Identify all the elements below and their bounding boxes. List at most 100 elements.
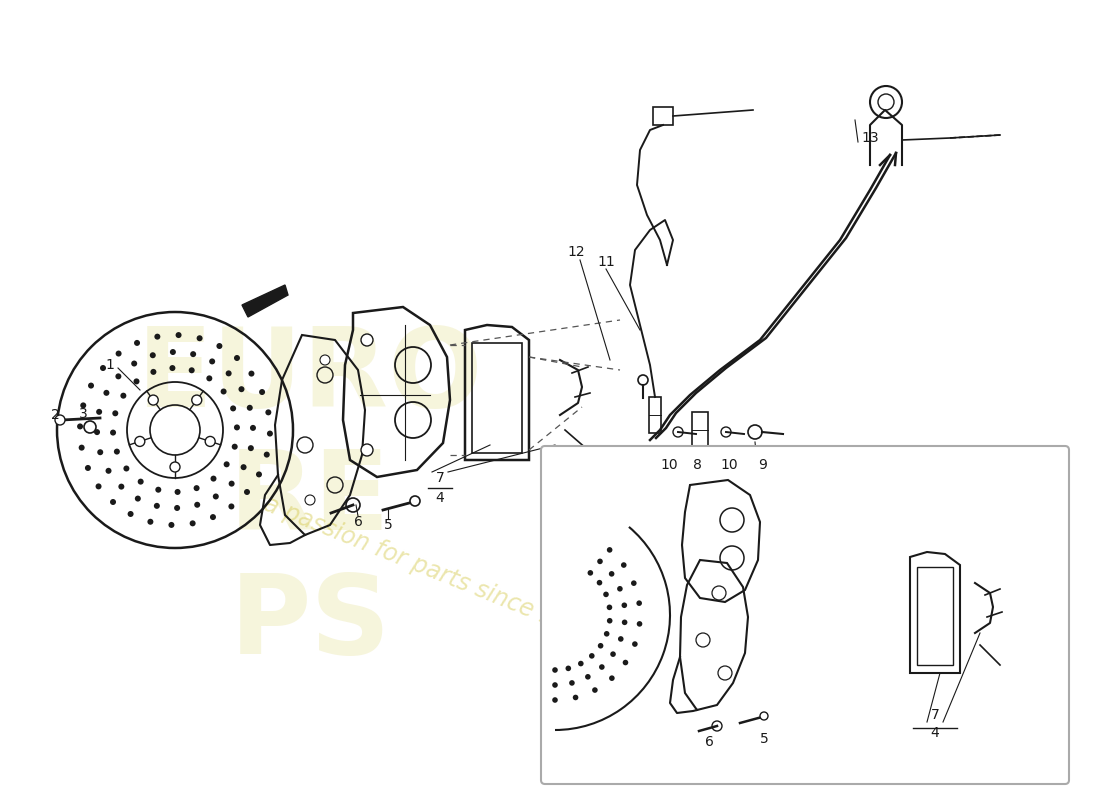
- Circle shape: [760, 712, 768, 720]
- Circle shape: [578, 661, 584, 666]
- Circle shape: [264, 452, 270, 458]
- Circle shape: [249, 370, 254, 377]
- Circle shape: [597, 643, 604, 649]
- Circle shape: [97, 450, 103, 455]
- Text: 4: 4: [436, 491, 444, 505]
- Circle shape: [133, 378, 140, 384]
- Text: 11: 11: [597, 255, 615, 269]
- Text: 10: 10: [660, 458, 678, 472]
- Circle shape: [207, 375, 212, 382]
- Circle shape: [154, 334, 161, 340]
- Circle shape: [256, 471, 262, 478]
- Circle shape: [267, 430, 273, 437]
- Circle shape: [229, 503, 234, 510]
- Circle shape: [632, 642, 638, 647]
- Text: 1: 1: [106, 358, 114, 372]
- Circle shape: [244, 489, 250, 495]
- Circle shape: [621, 619, 627, 625]
- Text: 9: 9: [759, 458, 768, 472]
- Circle shape: [212, 494, 219, 499]
- Circle shape: [226, 370, 232, 376]
- Circle shape: [410, 496, 420, 506]
- Circle shape: [720, 427, 732, 437]
- Circle shape: [265, 410, 272, 415]
- Circle shape: [320, 355, 330, 365]
- Circle shape: [241, 464, 246, 470]
- Circle shape: [587, 570, 593, 576]
- Circle shape: [673, 427, 683, 437]
- Circle shape: [552, 682, 558, 688]
- Circle shape: [597, 558, 603, 564]
- Circle shape: [603, 591, 608, 597]
- Circle shape: [552, 697, 558, 702]
- Circle shape: [361, 444, 373, 456]
- Circle shape: [150, 352, 156, 358]
- Circle shape: [131, 361, 138, 366]
- Circle shape: [565, 666, 571, 671]
- Circle shape: [596, 580, 603, 586]
- Circle shape: [169, 349, 176, 355]
- Circle shape: [79, 445, 85, 450]
- Text: 13: 13: [861, 131, 879, 145]
- Circle shape: [210, 476, 217, 482]
- Circle shape: [585, 674, 591, 680]
- Circle shape: [138, 478, 144, 485]
- Circle shape: [223, 462, 230, 467]
- Text: 6: 6: [353, 515, 362, 529]
- Circle shape: [607, 605, 613, 610]
- Circle shape: [116, 374, 121, 379]
- Circle shape: [610, 651, 616, 657]
- Circle shape: [621, 602, 627, 608]
- Circle shape: [116, 350, 122, 357]
- Text: 12: 12: [568, 245, 585, 259]
- Circle shape: [134, 340, 140, 346]
- Circle shape: [607, 547, 613, 553]
- Circle shape: [361, 334, 373, 346]
- Text: 8: 8: [693, 458, 702, 472]
- Circle shape: [638, 375, 648, 385]
- Circle shape: [194, 485, 199, 491]
- Circle shape: [248, 445, 254, 451]
- Circle shape: [592, 687, 597, 693]
- Circle shape: [209, 358, 216, 365]
- Circle shape: [110, 499, 115, 505]
- Circle shape: [190, 351, 196, 357]
- Circle shape: [600, 664, 605, 670]
- Text: 5: 5: [760, 732, 769, 746]
- Circle shape: [234, 425, 240, 430]
- Circle shape: [85, 465, 91, 471]
- Circle shape: [191, 395, 201, 405]
- Circle shape: [232, 444, 238, 450]
- Circle shape: [170, 462, 180, 472]
- Polygon shape: [242, 285, 288, 317]
- Circle shape: [195, 502, 200, 508]
- Circle shape: [119, 484, 124, 490]
- Circle shape: [189, 520, 196, 526]
- Circle shape: [123, 466, 130, 471]
- Text: 10: 10: [720, 458, 738, 472]
- Circle shape: [147, 518, 153, 525]
- Circle shape: [120, 393, 127, 398]
- Circle shape: [176, 332, 182, 338]
- Text: 2: 2: [51, 408, 59, 422]
- Circle shape: [609, 675, 615, 681]
- Circle shape: [552, 667, 558, 673]
- Circle shape: [88, 382, 94, 389]
- Circle shape: [151, 369, 156, 375]
- Circle shape: [631, 580, 637, 586]
- Circle shape: [748, 425, 762, 439]
- Circle shape: [346, 498, 360, 512]
- Circle shape: [128, 511, 133, 517]
- Circle shape: [573, 694, 579, 700]
- Circle shape: [174, 505, 180, 511]
- Circle shape: [135, 437, 145, 446]
- Circle shape: [230, 406, 236, 411]
- Circle shape: [103, 390, 109, 396]
- Circle shape: [168, 522, 175, 528]
- Circle shape: [217, 343, 222, 349]
- Circle shape: [239, 386, 244, 392]
- Circle shape: [623, 660, 628, 666]
- Circle shape: [234, 355, 240, 361]
- Circle shape: [617, 586, 623, 591]
- Circle shape: [621, 562, 627, 568]
